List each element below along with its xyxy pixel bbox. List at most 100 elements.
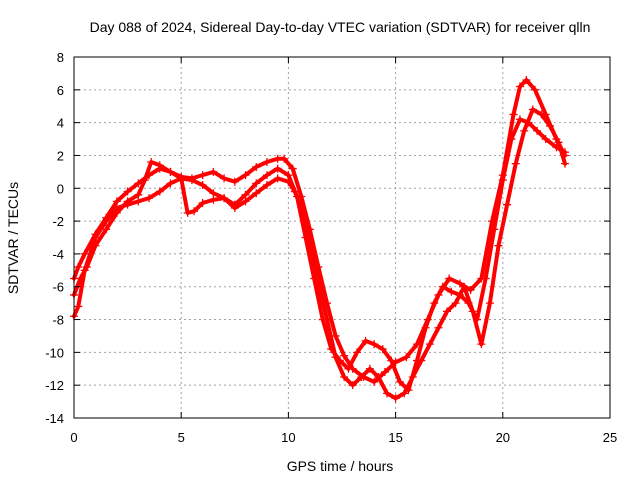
y-tick-label: -14: [45, 411, 64, 426]
data-point: [533, 126, 542, 135]
data-point: [361, 336, 370, 345]
data-point: [166, 179, 175, 188]
data-point: [262, 171, 271, 180]
data-point: [503, 200, 512, 209]
data-point: [166, 167, 175, 176]
data-point: [417, 356, 426, 365]
data-point: [305, 241, 314, 250]
data-point: [447, 287, 456, 296]
x-axis-title: GPS time / hours: [287, 458, 394, 474]
data-point: [554, 138, 563, 147]
data-point: [430, 299, 439, 308]
data-point: [331, 331, 340, 340]
data-point: [155, 161, 164, 170]
y-tick-label: 2: [57, 148, 64, 163]
data-point: [80, 266, 89, 275]
x-tick-label: 0: [70, 430, 77, 445]
data-point: [445, 274, 454, 283]
data-point: [511, 159, 520, 168]
data-point: [134, 179, 143, 188]
data-point: [209, 167, 218, 176]
data-point: [387, 356, 396, 365]
data-point: [183, 208, 192, 217]
data-point: [340, 351, 349, 360]
data-point: [140, 176, 149, 185]
data-point: [145, 194, 154, 203]
y-tick-label: 0: [57, 181, 64, 196]
data-point: [515, 115, 524, 124]
data-point: [509, 110, 518, 119]
data-point: [340, 372, 349, 381]
data-point: [400, 389, 409, 398]
data-point: [299, 208, 308, 217]
data-point: [541, 135, 550, 144]
y-tick-label: 6: [57, 83, 64, 98]
data-point: [481, 274, 490, 283]
data-point: [74, 263, 83, 272]
data-point: [438, 282, 447, 291]
data-point: [314, 279, 323, 288]
data-point: [391, 394, 400, 403]
data-point: [147, 158, 156, 167]
data-point: [280, 154, 289, 163]
chart-title: Day 088 of 2024, Sidereal Day-to-day VTE…: [90, 19, 591, 35]
x-tick-label: 5: [178, 430, 185, 445]
data-point: [370, 377, 379, 386]
x-tick-label: 15: [388, 430, 402, 445]
data-point: [322, 315, 331, 324]
data-point: [466, 286, 475, 295]
data-point: [468, 307, 477, 316]
data-point: [230, 177, 239, 186]
tick-layer: 0 5 10 15 20 25 -14 -12 -10 -8 -6 -4 -2 0 2 4 6 8: [45, 50, 617, 445]
y-tick-label: -10: [45, 345, 64, 360]
data-point: [241, 171, 250, 180]
data-point: [515, 82, 524, 91]
data-point: [370, 340, 379, 349]
data-point: [252, 162, 261, 171]
data-point: [123, 200, 132, 209]
data-point: [273, 164, 282, 173]
data-point: [74, 302, 83, 311]
data-point: [545, 121, 554, 130]
data-point: [290, 187, 299, 196]
data-point: [485, 299, 494, 308]
y-tick-label: -8: [52, 313, 64, 328]
data-point: [284, 177, 293, 186]
data-point: [112, 203, 121, 212]
data-point: [190, 207, 199, 216]
data-point: [494, 241, 503, 250]
y-tick-label: 8: [57, 50, 64, 65]
data-point: [520, 126, 529, 135]
data-point: [460, 282, 469, 291]
data-point: [262, 158, 271, 167]
data-point: [288, 164, 297, 173]
data-point: [380, 368, 389, 377]
data-point: [344, 364, 353, 373]
data-point: [241, 197, 250, 206]
data-point: [220, 174, 229, 183]
data-point: [198, 180, 207, 189]
data-point: [177, 174, 186, 183]
data-point: [91, 233, 100, 242]
data-point: [365, 364, 374, 373]
data-point: [220, 194, 229, 203]
data-point: [395, 377, 404, 386]
data-point: [421, 323, 430, 332]
data-point: [102, 225, 111, 234]
data-point: [507, 135, 516, 144]
data-point: [187, 176, 196, 185]
data-point: [477, 340, 486, 349]
data-layer: [70, 75, 569, 403]
data-point: [155, 187, 164, 196]
data-point: [537, 110, 546, 119]
data-point: [252, 189, 261, 198]
data-point: [262, 180, 271, 189]
data-point: [455, 279, 464, 288]
y-tick-label: -12: [45, 378, 64, 393]
data-point: [374, 372, 383, 381]
data-point: [498, 176, 507, 185]
data-point: [134, 197, 143, 206]
y-axis-title: SDTVAR / TECUs: [5, 182, 21, 294]
x-tick-label: 20: [496, 430, 510, 445]
